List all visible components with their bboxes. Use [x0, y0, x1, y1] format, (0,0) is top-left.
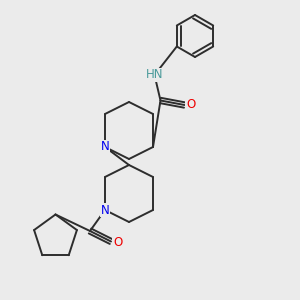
- Text: O: O: [186, 98, 195, 112]
- Text: N: N: [100, 203, 109, 217]
- Text: N: N: [100, 140, 109, 154]
- Text: O: O: [113, 236, 122, 250]
- Text: HN: HN: [146, 68, 163, 82]
